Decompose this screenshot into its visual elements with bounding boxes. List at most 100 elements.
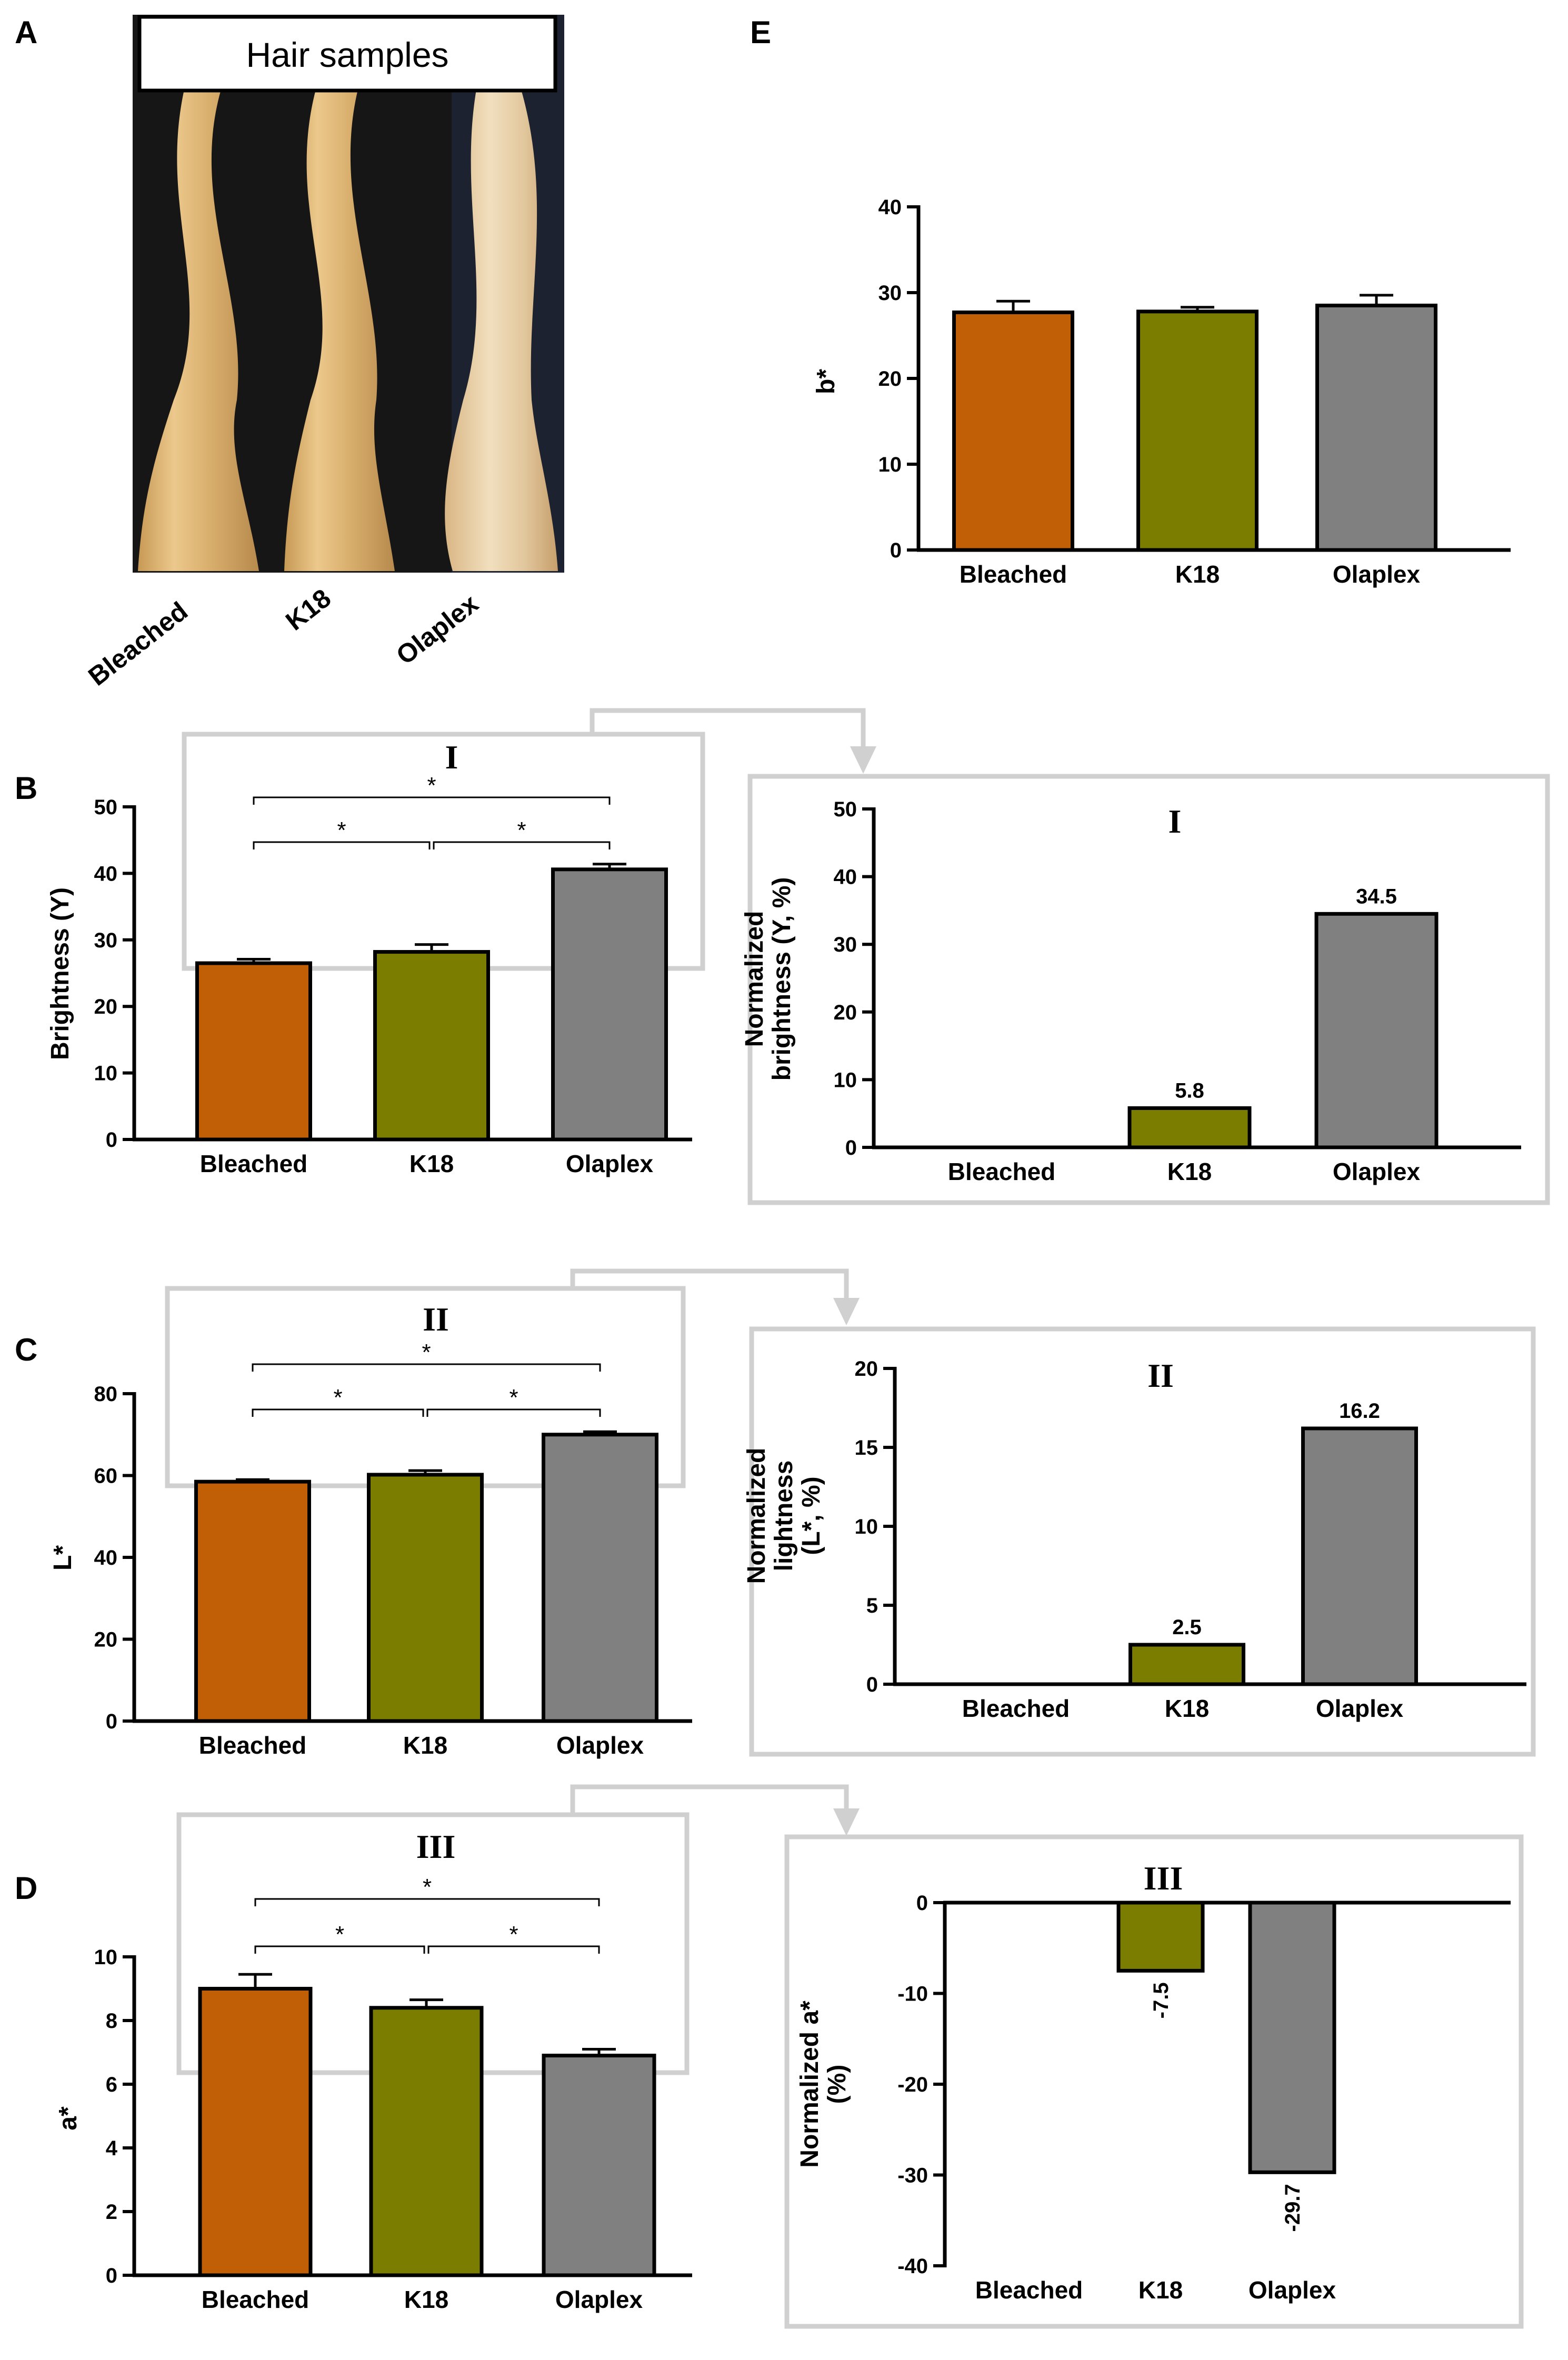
- y-tick-label: 20: [878, 367, 902, 391]
- y-tick-label: 0: [106, 1710, 117, 1733]
- significance-star: *: [427, 773, 436, 798]
- y-tick-label: 40: [94, 862, 118, 885]
- y-tick-label: 10: [878, 453, 902, 476]
- y-tick-label: 20: [94, 1628, 118, 1652]
- chart-title: III: [1144, 1859, 1183, 1897]
- y-axis-label: brightness (Y, %): [768, 877, 796, 1081]
- category-label-bleached: Bleached: [962, 1695, 1070, 1722]
- y-axis-label: (%): [823, 2065, 851, 2104]
- hair-photo: Hair samples Bleached K18 Olaplex: [83, 15, 564, 692]
- chart-b: 0 10 20 30 40 50 Brightness (Y) Bleached K18 Olap…: [46, 738, 692, 1177]
- y-axis-label: Normalized: [741, 911, 768, 1047]
- chart-d: 0 2 4 6 8 10 a* Bleached K18 Olaplex * * * III: [54, 1828, 692, 2313]
- y-tick-label: 20: [94, 995, 118, 1018]
- y-tick-label: 0: [106, 2264, 117, 2287]
- category-label-k18: K18: [1167, 1158, 1212, 1185]
- significance-star: *: [335, 1922, 344, 1947]
- category-label-olaplex: Olaplex: [1316, 1695, 1404, 1722]
- bar-k18: [369, 2006, 484, 2277]
- category-label-bleached: Bleached: [948, 1158, 1056, 1185]
- category-label-olaplex: Olaplex: [1333, 561, 1421, 588]
- y-tick-label: 0: [845, 1136, 857, 1159]
- y-tick-label: 8: [106, 2009, 117, 2033]
- y-tick-label: -40: [897, 2255, 928, 2278]
- sample-label-bleached: Bleached: [83, 596, 193, 692]
- frame-b-normalized: [747, 774, 1550, 1205]
- y-tick-label: 10: [94, 1946, 118, 1969]
- photo-title: Hair samples: [246, 35, 448, 74]
- y-tick-label: 0: [106, 1128, 117, 1152]
- bar-olaplex: [1315, 303, 1437, 552]
- y-axis-label: a*: [54, 2106, 82, 2131]
- category-label-bleached: Bleached: [960, 561, 1067, 588]
- y-tick-label: 15: [855, 1436, 878, 1459]
- y-tick-label: 0: [890, 539, 902, 562]
- y-tick-label: 40: [94, 1546, 118, 1569]
- significance-bracket: [433, 841, 611, 849]
- arrowhead-c: [833, 1298, 860, 1325]
- chart-title: II: [1147, 1357, 1174, 1394]
- significance-star: *: [423, 1874, 432, 1900]
- y-tick-label: 30: [878, 282, 902, 305]
- panel-label-b: B: [15, 771, 37, 806]
- y-tick-label: 60: [94, 1465, 118, 1488]
- category-label-bleached: Bleached: [199, 1732, 307, 1759]
- y-tick-label: 50: [834, 798, 857, 821]
- category-label-k18: K18: [404, 2286, 448, 2313]
- chart-b-normalized: 0 10 20 30 40 50 Normalized brightness (Y, %) Bl…: [741, 798, 1521, 1185]
- bar-olaplex: [1314, 912, 1439, 1149]
- arrow-c: [570, 1268, 849, 1300]
- chart-c-normalized: 0 5 10 15 20 Normalized lightness (L*, %) Bleach…: [743, 1357, 1526, 1722]
- category-label-k18: K18: [410, 1150, 454, 1177]
- chart-title: I: [1168, 803, 1182, 840]
- significance-star: *: [509, 1385, 518, 1411]
- panel-label-d: D: [15, 1871, 37, 1906]
- y-axis-label: Brightness (Y): [46, 887, 74, 1060]
- arrowhead-d: [833, 1808, 860, 1836]
- y-tick-label: 50: [94, 796, 118, 819]
- y-tick-label: 10: [855, 1515, 878, 1538]
- bar-olaplex: [542, 2054, 656, 2277]
- arrow-b: [590, 708, 866, 747]
- category-label-olaplex: Olaplex: [555, 2286, 643, 2313]
- y-axis-label: Normalized: [743, 1448, 771, 1584]
- bar-k18: [367, 1473, 484, 1723]
- significance-star: *: [509, 1922, 518, 1947]
- significance-bracket: [253, 796, 611, 805]
- category-label-bleached: Bleached: [202, 2286, 309, 2313]
- y-tick-label: -10: [897, 1983, 928, 2006]
- y-tick-label: 10: [834, 1068, 857, 1092]
- y-tick-label: 20: [834, 1001, 857, 1024]
- significance-bracket: [254, 1898, 600, 1906]
- y-axis-label: Normalized a*: [796, 2001, 824, 2168]
- sample-label-k18: K18: [280, 583, 336, 636]
- hair-strand-bleached: [138, 89, 259, 571]
- y-tick-label: 0: [916, 1892, 928, 1915]
- data-label: -29.7: [1281, 2184, 1304, 2232]
- significance-star: *: [333, 1385, 342, 1411]
- bar-k18: [373, 950, 490, 1142]
- significance-star: *: [337, 817, 346, 843]
- y-axis-label: L*: [49, 1545, 77, 1571]
- inset-label: II: [423, 1301, 449, 1338]
- y-tick-label: 0: [866, 1673, 878, 1696]
- y-tick-label: 2: [106, 2201, 117, 2224]
- arrow-d: [570, 1784, 849, 1815]
- chart-d-normalized: 0 -10 -20 -30 -40 Normalized a* (%) Bleached K18…: [796, 1859, 1511, 2304]
- data-label: -7.5: [1150, 1982, 1173, 2018]
- category-label-olaplex: Olaplex: [556, 1732, 644, 1759]
- y-tick-label: 4: [106, 2137, 118, 2160]
- hair-strand-k18: [284, 89, 395, 571]
- bar-olaplex: [1248, 1901, 1336, 2174]
- y-tick-label: 10: [94, 1062, 118, 1085]
- y-tick-label: -30: [897, 2164, 928, 2187]
- bar-k18: [1116, 1901, 1205, 1973]
- category-label-k18: K18: [403, 1732, 447, 1759]
- bar-k18: [1128, 1643, 1245, 1686]
- bar-bleached: [194, 1479, 311, 1723]
- chart-e: 0 10 20 30 40 b* Bleached K18 Olaplex: [812, 196, 1511, 588]
- category-label-k18: K18: [1175, 561, 1220, 588]
